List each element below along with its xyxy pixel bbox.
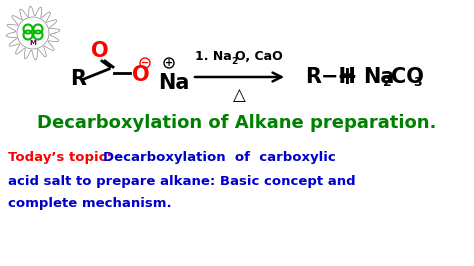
Text: 3: 3 [413, 77, 422, 89]
Text: CO: CO [391, 67, 424, 87]
Circle shape [17, 17, 49, 49]
Text: complete mechanism.: complete mechanism. [8, 197, 172, 210]
Text: acid salt to prepare alkane: Basic concept and: acid salt to prepare alkane: Basic conce… [8, 174, 356, 188]
Text: Na: Na [158, 73, 190, 93]
Text: O: O [91, 41, 109, 61]
Text: −: − [141, 58, 149, 68]
FancyArrowPatch shape [195, 73, 282, 81]
Text: O: O [132, 65, 150, 85]
Text: M: M [29, 40, 36, 46]
Text: 1. Na: 1. Na [195, 51, 231, 64]
Text: +: + [165, 58, 173, 68]
Text: R−H: R−H [305, 67, 356, 87]
Text: O, CaO: O, CaO [236, 51, 283, 64]
Text: 2: 2 [231, 56, 238, 65]
Text: △: △ [233, 86, 246, 104]
Text: R: R [70, 69, 86, 89]
Text: Today’s topic:: Today’s topic: [8, 152, 117, 164]
Text: Na: Na [363, 67, 394, 87]
Text: Decarboxylation  of  carboxylic: Decarboxylation of carboxylic [103, 152, 336, 164]
Text: +: + [337, 65, 357, 89]
Text: 2: 2 [383, 77, 392, 89]
Text: Decarboxylation of Alkane preparation.: Decarboxylation of Alkane preparation. [37, 114, 437, 132]
